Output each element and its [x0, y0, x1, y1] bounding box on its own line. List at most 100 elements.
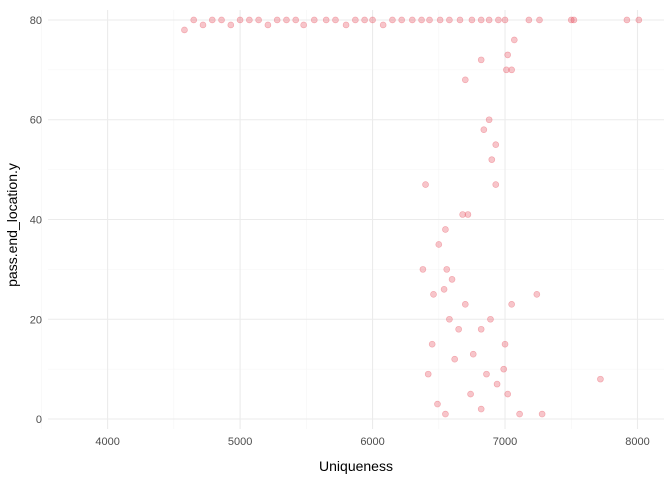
x-axis-title: Uniqueness: [319, 458, 393, 474]
scatter-point: [477, 405, 485, 413]
scatter-point: [493, 380, 501, 388]
scatter-point: [508, 300, 515, 308]
scatter-point: [300, 21, 307, 29]
scatter-point: [436, 16, 444, 24]
scatter-point: [342, 21, 350, 29]
scatter-point: [597, 375, 604, 383]
y-axis-title: pass.end_location.y: [4, 163, 20, 287]
scatter-point: [477, 325, 485, 333]
scatter-point: [483, 370, 490, 378]
scatter-point: [332, 16, 339, 24]
scatter-point: [477, 16, 485, 24]
scatter-point: [508, 66, 515, 74]
scatter-point: [446, 315, 453, 323]
scatter-point: [446, 16, 453, 24]
scatter-point: [536, 16, 543, 24]
scatter-point: [538, 410, 546, 418]
scatter-point: [570, 16, 578, 24]
scatter-point: [456, 16, 464, 24]
scatter-point: [310, 16, 318, 24]
major-gridlines: [48, 10, 664, 429]
scatter-point: [442, 226, 449, 233]
scatter-point: [623, 16, 631, 24]
scatter-point: [181, 26, 188, 34]
scatter-point: [487, 315, 494, 323]
scatter-point: [440, 286, 448, 293]
scatter-point: [461, 300, 469, 308]
scatter-point: [469, 350, 477, 358]
scatter-point: [503, 66, 510, 74]
scatter-point: [500, 365, 508, 373]
scatter-point: [455, 325, 462, 333]
scatter-point: [255, 16, 262, 24]
scatter-point: [635, 16, 643, 24]
x-tick-label: 5000: [228, 436, 252, 448]
scatter-point: [361, 16, 368, 24]
scatter-point: [461, 76, 469, 84]
scatter-point: [467, 390, 474, 398]
scatter-point: [422, 181, 429, 188]
y-tick-label: 0: [36, 414, 42, 426]
x-tick-label: 6000: [360, 436, 384, 448]
scatter-point: [501, 16, 509, 24]
x-axis-tick-labels: 4000 5000 6000 7000 8000: [95, 436, 649, 448]
scatter-point: [501, 340, 509, 348]
scatter-point: [398, 16, 406, 24]
minor-gridlines: [41, 10, 664, 429]
scatter-point: [492, 141, 500, 148]
scatter-point: [451, 355, 458, 363]
scatter-point: [485, 116, 493, 124]
scatter-point: [525, 16, 533, 24]
scatter-point: [448, 276, 456, 283]
scatter-point: [488, 156, 496, 163]
scatter-point: [443, 266, 451, 273]
scatter-point: [567, 16, 575, 24]
scatter-point: [218, 16, 225, 24]
scatter-point: [418, 16, 425, 24]
scatter-point: [369, 16, 376, 24]
scatter-point: [495, 16, 502, 24]
scatter-point: [227, 21, 235, 29]
scatter-point: [352, 16, 359, 24]
y-tick-label: 60: [30, 115, 42, 127]
scatter-point: [485, 16, 493, 24]
x-tick-label: 7000: [493, 436, 517, 448]
scatter-point: [511, 36, 518, 44]
scatter-point: [379, 21, 387, 29]
scatter-point: [464, 211, 472, 218]
y-tick-label: 80: [30, 15, 42, 27]
x-tick-label: 8000: [625, 436, 649, 448]
scatter-point: [208, 16, 216, 24]
scatter-point: [516, 410, 523, 418]
scatter-point: [533, 291, 541, 298]
y-tick-label: 40: [30, 215, 42, 227]
scatter-point: [246, 16, 253, 24]
scatter-point: [430, 291, 437, 298]
scatter-point: [322, 16, 330, 24]
scatter-point: [434, 400, 441, 408]
scatter-point: [459, 211, 466, 218]
scatter-point: [424, 370, 432, 378]
scatter-point: [480, 126, 488, 134]
scatter-point: [435, 241, 443, 248]
scatter-point: [426, 16, 433, 24]
scatter-point: [409, 16, 416, 24]
scatter-point: [504, 390, 511, 398]
y-tick-label: 20: [30, 314, 42, 326]
data-points: [181, 16, 643, 418]
scatter-point: [283, 16, 290, 24]
scatter-point: [389, 16, 396, 24]
scatter-point: [292, 16, 300, 24]
scatter-point: [477, 56, 485, 64]
scatter-point: [273, 16, 281, 24]
scatter-point: [428, 340, 436, 348]
scatter-point: [504, 51, 511, 59]
scatter-point: [468, 16, 476, 24]
scatter-point: [199, 21, 207, 29]
scatter-point: [419, 266, 427, 273]
scatter-point: [264, 21, 272, 29]
x-tick-label: 4000: [95, 436, 119, 448]
scatter-point: [236, 16, 244, 24]
y-axis-tick-labels: 0 20 40 60 80: [30, 15, 42, 426]
